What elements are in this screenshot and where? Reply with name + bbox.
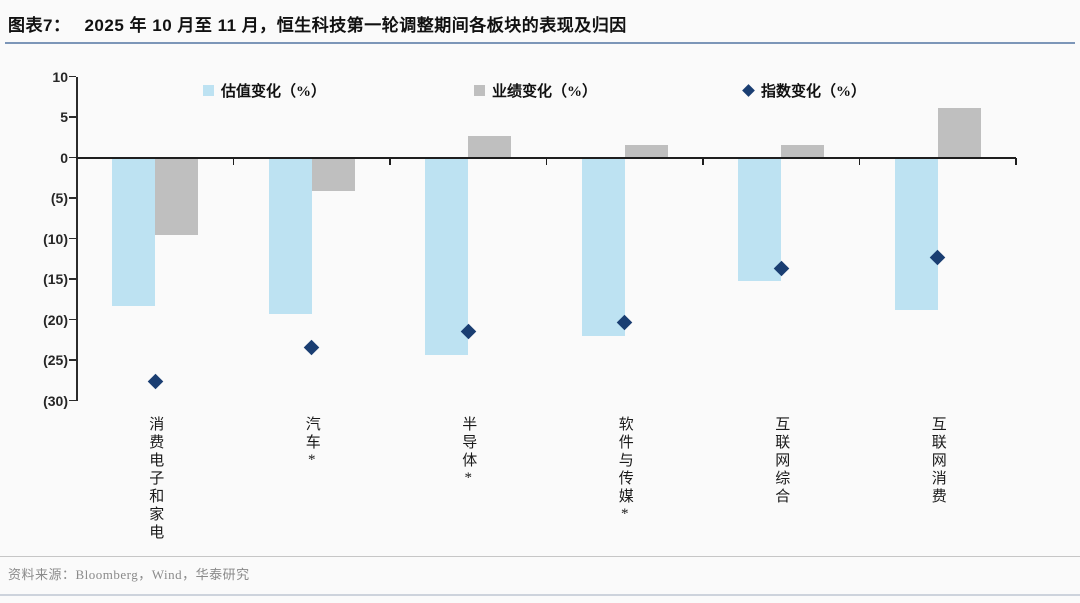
y-axis-tick (69, 237, 76, 240)
earnings-change-bar (155, 158, 199, 235)
figure-label: 图表7： (8, 16, 71, 35)
figure-title: 图表7： 2025 年 10 月至 11 月，恒生科技第一轮调整期间各板块的表现及… (8, 11, 627, 36)
y-axis-tick-label: 10 (52, 68, 68, 85)
y-axis-tick (69, 197, 76, 199)
source-divider (0, 556, 1080, 557)
legend-item: 指数变化（%） (742, 80, 867, 100)
legend-label: 指数变化（%） (761, 83, 867, 100)
legend-item: 估值变化（%） (203, 80, 326, 100)
legend-label: 业绩变化（%） (492, 83, 598, 100)
earnings-change-bar (468, 135, 512, 158)
x-axis-tick (232, 157, 235, 165)
valuation-change-bar (268, 158, 312, 315)
y-axis-tick-label: (25) (43, 352, 68, 368)
source-note: 资料来源：Bloomberg，Wind，华泰研究 (8, 567, 250, 582)
legend-square-icon (474, 84, 485, 96)
y-axis-tick-label: 5 (60, 109, 68, 125)
y-axis-tick-label: (10) (43, 230, 68, 247)
x-axis-tick (702, 157, 704, 165)
y-axis-tick-label: 0 (60, 149, 68, 166)
legend-label: 估值变化（%） (221, 83, 327, 100)
y-axis-tick-label: (5) (50, 190, 68, 206)
y-axis-line (76, 76, 78, 401)
index-change-marker (303, 339, 320, 355)
index-change-marker (147, 374, 164, 390)
category-label: 消费电子和家电 (147, 416, 164, 542)
valuation-change-bar (894, 158, 938, 310)
x-axis-tick (389, 157, 391, 165)
valuation-change-bar (425, 158, 469, 355)
y-axis-tick (69, 359, 76, 361)
y-axis-tick-label: (20) (43, 311, 68, 328)
valuation-change-bar (738, 158, 782, 281)
legend-item: 业绩变化（%） (474, 80, 597, 100)
earnings-change-bar (311, 158, 355, 191)
y-axis-tick (69, 156, 76, 159)
earnings-change-bar (937, 108, 981, 158)
y-axis-tick (69, 278, 76, 280)
category-label: 软件与传媒* (616, 416, 633, 525)
y-axis-tick (69, 318, 76, 321)
valuation-change-bar (112, 158, 156, 306)
earnings-change-bar (781, 145, 825, 158)
earnings-change-bar (624, 144, 668, 158)
y-axis-tick-label: (30) (43, 392, 68, 409)
x-axis-tick (1015, 157, 1017, 165)
category-label: 互联网综合 (773, 416, 790, 506)
y-axis-tick-label: (15) (43, 271, 68, 287)
title-underline (5, 42, 1075, 44)
y-axis-tick (69, 399, 76, 402)
x-axis-tick (545, 157, 548, 165)
bottom-border (0, 594, 1080, 596)
legend-square-icon (203, 84, 214, 96)
valuation-change-bar (581, 158, 625, 336)
legend-diamond-icon (742, 83, 755, 97)
x-axis-tick (858, 157, 861, 165)
category-label: 汽车* (303, 416, 320, 471)
category-label: 半导体* (460, 416, 477, 489)
y-axis-tick (69, 75, 76, 78)
figure-title-text: 2025 年 10 月至 11 月，恒生科技第一轮调整期间各板块的表现及归因 (84, 16, 627, 35)
category-label: 互联网消费 (929, 416, 946, 506)
y-axis-tick (69, 116, 76, 118)
